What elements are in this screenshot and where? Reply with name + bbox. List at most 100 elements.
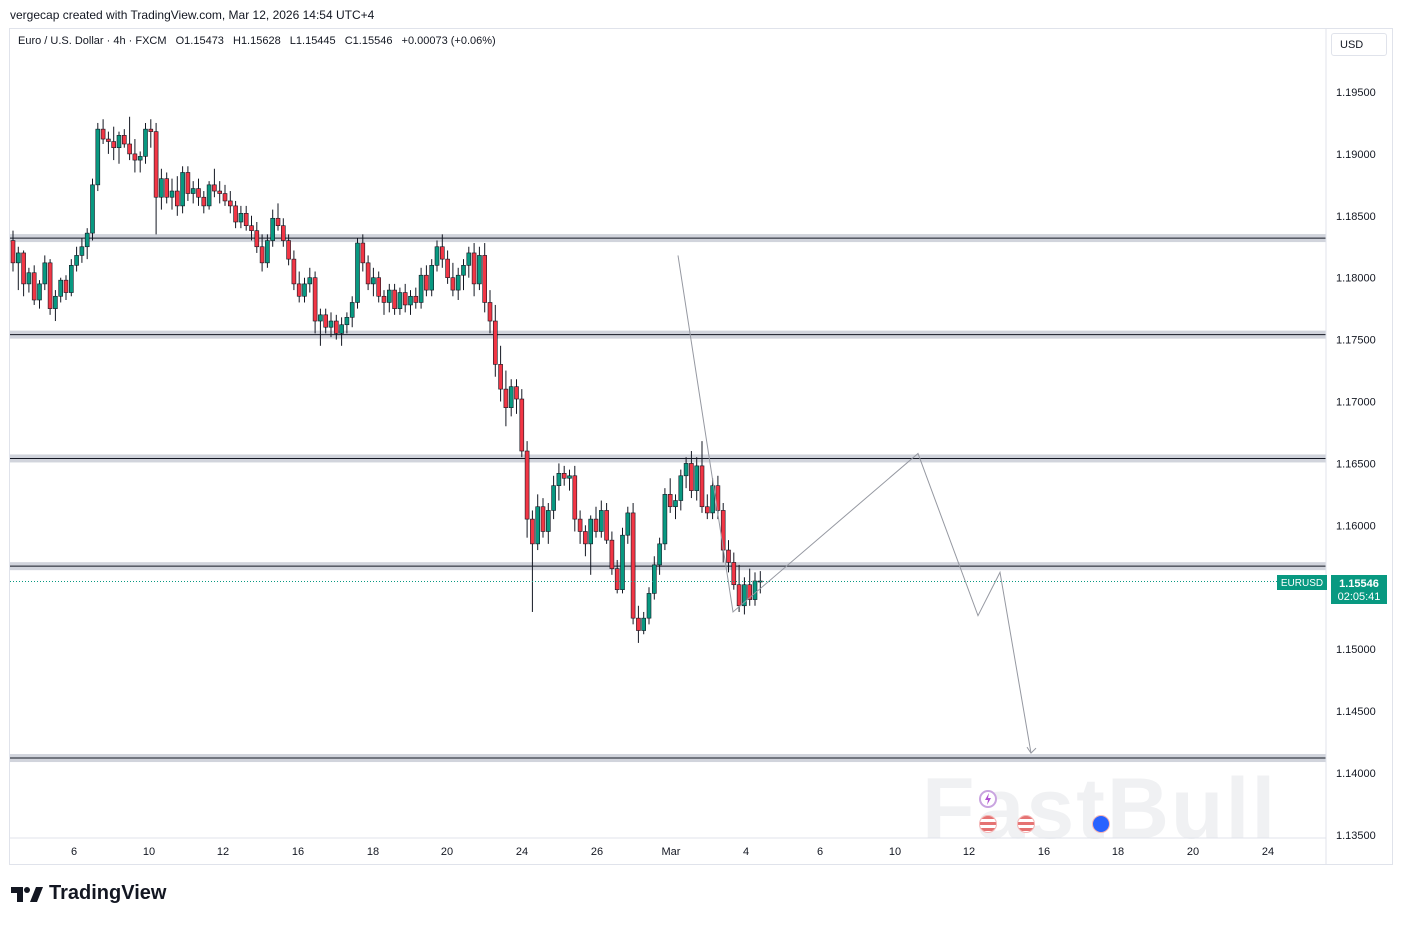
candle: [583, 525, 588, 557]
candle-body: [169, 190, 175, 198]
y-tick-label: 1.19500: [1336, 87, 1376, 99]
candle-body: [699, 465, 705, 508]
candle-body: [349, 302, 355, 318]
x-tick-label: 18: [1112, 846, 1124, 858]
candle-body: [704, 506, 710, 514]
candle: [69, 259, 74, 297]
candle: [498, 345, 503, 402]
currency-button[interactable]: USD: [1331, 33, 1387, 56]
candle-body: [439, 246, 445, 260]
candle-body: [736, 584, 742, 607]
candle-body: [137, 156, 143, 161]
candle: [720, 503, 726, 563]
y-tick-label: 1.17000: [1336, 397, 1376, 409]
candle: [386, 283, 392, 313]
candle: [402, 283, 408, 313]
brand-name: TradingView: [49, 882, 167, 904]
candle-body: [482, 255, 488, 303]
candle: [249, 215, 254, 241]
candle-body: [100, 128, 106, 140]
candle: [201, 191, 207, 214]
candle-body: [747, 584, 753, 600]
y-tick-label: 1.17500: [1336, 335, 1376, 347]
candle-body: [556, 473, 562, 486]
candle: [614, 559, 620, 594]
candle-body: [15, 252, 21, 264]
us-flag-event-icon[interactable]: [979, 815, 997, 833]
candle-body: [323, 314, 329, 328]
candle-body: [662, 494, 668, 545]
candle: [397, 287, 403, 315]
candle-body: [175, 190, 180, 207]
symbol-tag-text: EURUSD: [1281, 578, 1323, 589]
candle-body: [286, 240, 291, 260]
candle-body: [720, 510, 726, 551]
candle-body: [609, 539, 615, 569]
candle: [646, 587, 652, 625]
candle: [477, 246, 482, 291]
candle-body: [466, 252, 472, 266]
candle: [689, 451, 694, 499]
candle-body: [657, 543, 662, 566]
y-tick-label: 1.18500: [1336, 211, 1376, 223]
candle: [275, 203, 281, 231]
candle-body: [519, 398, 525, 452]
lightning-event-icon[interactable]: [979, 790, 997, 808]
candle-body: [201, 196, 207, 207]
candle-body: [598, 510, 604, 532]
candle-body: [371, 277, 376, 285]
candle: [164, 172, 169, 204]
candle-body: [122, 135, 127, 145]
candle-body: [514, 386, 519, 400]
candle: [233, 200, 238, 229]
candle: [694, 457, 700, 501]
candle-body: [180, 172, 185, 207]
candle: [270, 209, 276, 247]
candles: [10, 116, 763, 643]
candle-body: [471, 252, 477, 285]
candle: [540, 498, 546, 538]
candle: [254, 221, 260, 253]
candle-body: [111, 141, 116, 149]
eu-flag-event-icon[interactable]: [1092, 815, 1110, 833]
candle: [461, 259, 466, 291]
candle-body: [604, 510, 609, 541]
candle-body: [280, 225, 286, 241]
candle: [736, 564, 742, 612]
candle: [429, 259, 435, 297]
y-axis: 1.19500 1.19000 1.18500 1.18000 1.17500 1.170…: [1325, 28, 1376, 864]
candle-body: [69, 265, 74, 293]
candle-body: [673, 500, 678, 508]
legend-close: C1.15546: [344, 35, 393, 47]
candle-body: [508, 386, 514, 408]
candle-body: [196, 188, 201, 198]
candle-body: [429, 265, 435, 291]
x-tick-label: 16: [1038, 846, 1050, 858]
candle-body: [678, 475, 684, 501]
candle: [106, 131, 111, 154]
candle: [561, 465, 567, 486]
x-tick-label: 24: [516, 846, 528, 858]
candle-body: [10, 240, 16, 264]
candle: [339, 317, 344, 346]
candle: [726, 540, 731, 573]
candle: [143, 122, 148, 164]
us-flag-event-icon[interactable]: [1017, 815, 1035, 833]
candle-body: [222, 193, 228, 202]
projection-arrowhead: [1026, 746, 1037, 754]
candle-body: [445, 258, 450, 279]
tradingview-logo[interactable]: TradingView: [11, 882, 166, 905]
candle-body: [503, 388, 509, 408]
candle: [323, 308, 329, 334]
candle: [116, 131, 122, 164]
candle: [556, 463, 562, 501]
candle-body: [651, 564, 657, 594]
candle: [418, 267, 424, 309]
candle: [641, 611, 647, 635]
candle: [392, 283, 397, 315]
candle: [439, 234, 445, 268]
candle-body: [402, 292, 408, 306]
watermark: FastBull: [922, 761, 1278, 857]
y-tick-label: 1.14000: [1336, 768, 1376, 780]
